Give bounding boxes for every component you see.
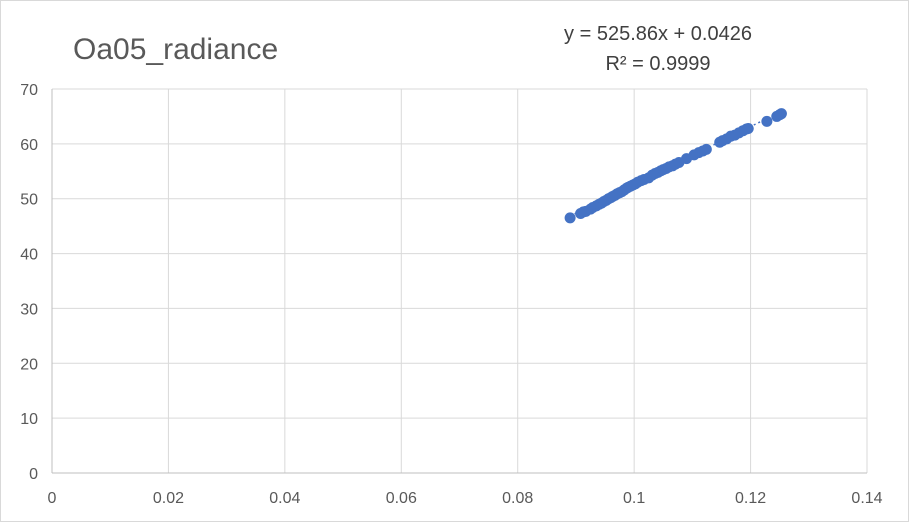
y-tick-label: 10 bbox=[20, 411, 38, 428]
x-tick-label: 0 bbox=[48, 490, 57, 507]
x-tick-label: 0.12 bbox=[735, 490, 766, 507]
x-tick-label: 0.04 bbox=[269, 490, 300, 507]
trendline-equation: y = 525.86x + 0.0426 bbox=[564, 23, 752, 45]
data-point bbox=[700, 143, 712, 155]
x-tick-label: 0.02 bbox=[153, 490, 184, 507]
y-tick-label: 40 bbox=[20, 247, 38, 264]
data-point bbox=[775, 108, 787, 120]
data-point bbox=[564, 212, 576, 224]
x-tick-label: 0.1 bbox=[623, 490, 645, 507]
x-tick-label: 0.08 bbox=[502, 490, 533, 507]
data-point bbox=[761, 115, 773, 127]
x-tick-label: 0.06 bbox=[386, 490, 417, 507]
chart-title: Oa05_radiance bbox=[73, 33, 278, 66]
y-tick-label: 0 bbox=[29, 466, 38, 483]
gridlines bbox=[52, 88, 868, 473]
y-tick-label: 30 bbox=[20, 301, 38, 318]
tick-labels: 0 10 20 30 40 50 60 70 0 0.02 0.04 0.06 0.08 0.1 0.12 0… bbox=[20, 82, 882, 507]
data-points bbox=[564, 108, 787, 224]
y-tick-label: 20 bbox=[20, 356, 38, 373]
axes bbox=[51, 89, 867, 474]
y-tick-label: 60 bbox=[20, 137, 38, 154]
trendline-r-squared: R² = 0.9999 bbox=[605, 53, 710, 75]
data-point bbox=[742, 122, 754, 134]
x-tick-label: 0.14 bbox=[851, 490, 882, 507]
y-tick-label: 70 bbox=[20, 82, 38, 99]
y-tick-label: 50 bbox=[20, 192, 38, 209]
